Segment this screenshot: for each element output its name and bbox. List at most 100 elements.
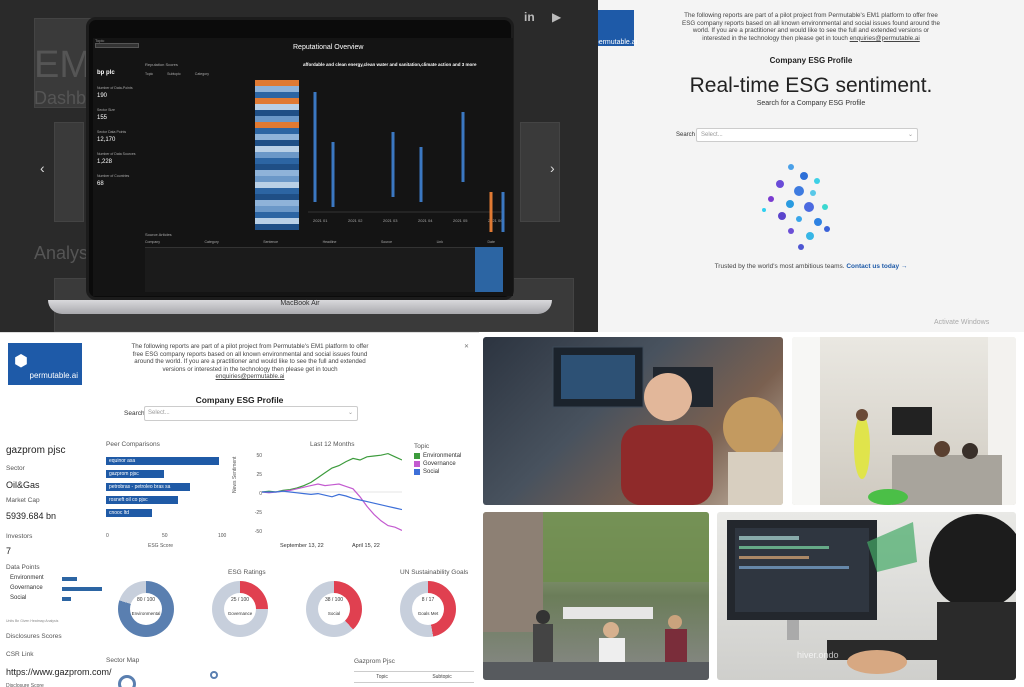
sentiment-dot <box>800 172 808 180</box>
laptop-model-label: MacBook Air <box>280 300 320 307</box>
contact-email-link[interactable]: enquiries@permutable.ai <box>849 34 920 42</box>
sources-table-body <box>145 247 475 292</box>
logo-text: permutable.ai <box>598 39 638 46</box>
laptop-base <box>48 300 552 314</box>
company-search-select[interactable]: Select... ⌄ <box>696 128 918 142</box>
month-tick-start: September 13, 22 <box>280 543 324 549</box>
sentiment-series-line <box>262 452 402 493</box>
heatmap-cell <box>255 86 299 92</box>
permutable-logo[interactable]: permutable.ai <box>598 10 638 46</box>
datapoints-chart: Environment Governance Social <box>6 575 106 607</box>
laptop-carousel: EM Dashb Analys in ▶ ‹ › Topic Reputatio… <box>0 0 598 332</box>
legend-swatch <box>414 469 420 475</box>
reputational-dashboard: Topic Reputational Overview affordable a… <box>93 38 513 296</box>
contact-us-link[interactable]: Contact us today → <box>846 263 908 270</box>
company-name: bp plc <box>97 70 115 76</box>
datapoints-label: Data Points <box>6 564 40 571</box>
topic-legend[interactable]: Environmental Governance Social <box>414 451 478 475</box>
esg-landing-page: permutable.ai The following reports are … <box>598 0 1024 332</box>
photo-courtyard <box>483 512 709 680</box>
youtube-icon[interactable]: ▶ <box>552 10 562 24</box>
heatmap-cell <box>255 110 299 116</box>
contact-email-link[interactable]: enquiries@permutable.ai <box>215 373 285 381</box>
topic-table-header-cell: Topic <box>145 72 154 76</box>
photo-watermark: hiver.ondo <box>797 650 839 660</box>
legend-item[interactable]: Governance <box>414 461 478 467</box>
carousel-prev-button[interactable]: ‹ <box>40 160 45 176</box>
topic-table-header-cell: Category <box>194 72 209 76</box>
reputation-scores-label: Reputation Scores <box>145 62 178 67</box>
rating-donut-center <box>412 593 444 625</box>
intro-text: The following reports are part of a pilo… <box>128 343 372 381</box>
rating-donut-center <box>224 593 256 625</box>
timeline-tick-label: 2021 06 <box>488 218 503 223</box>
sentiment-y-tick: 25 <box>256 472 262 478</box>
sector-map-legend-marker <box>210 671 218 679</box>
timeline-tick-label: 2021 02 <box>348 218 363 223</box>
stat-label: Number of Data-Points <box>97 86 133 90</box>
sources-header-cell: Date <box>487 240 495 244</box>
heatmap-cell <box>255 188 299 194</box>
sector-value: Oil&Gas <box>6 480 40 490</box>
sentiment-dot <box>762 208 766 212</box>
hero-tagline: Search for a Company ESG Profile <box>756 100 866 107</box>
heatmap-cell <box>255 80 299 86</box>
table-company-title: Gazprom Pjsc <box>354 658 395 665</box>
filter-dropdown[interactable] <box>95 43 139 48</box>
photo-developer <box>727 514 1016 680</box>
csr-link[interactable]: https://www.gazprom.com/ <box>6 667 112 677</box>
peer-bar: gazprom pjsc <box>106 470 164 478</box>
heatmap-cell <box>255 176 299 182</box>
office-photo-courtyard <box>483 512 709 680</box>
sources-scrollbar[interactable] <box>475 247 503 292</box>
company-profile-page: ⬢ permutable.ai ✕ The following reports … <box>0 332 479 687</box>
sentiment-dot <box>798 244 804 250</box>
legend-item[interactable]: Environmental <box>414 453 478 459</box>
stat-label: Number of Data Sources <box>97 152 136 156</box>
sources-header-cell: Headline <box>322 240 337 244</box>
legend-item[interactable]: Social <box>414 469 478 475</box>
peer-bar: petrobras - petroleo bras sa <box>106 483 190 491</box>
esg-ratings-title: ESG Ratings <box>228 569 266 576</box>
sentiment-y-tick: -50 <box>254 529 262 535</box>
sentiment-y-tick: -25 <box>254 510 262 516</box>
topic-table-header: Topic Subtopic Category <box>145 72 209 76</box>
sentiment-dot <box>778 212 786 220</box>
rating-donut: 80 / 100 Environmental <box>118 581 174 637</box>
datapoint-label: Environment <box>10 575 44 581</box>
sector-label: Sector <box>6 465 25 472</box>
linkedin-icon[interactable]: in <box>524 10 535 24</box>
company-search-select[interactable]: Select... ⌄ <box>144 406 358 421</box>
carousel-next-button[interactable]: › <box>550 160 555 176</box>
intro-paragraph: The following reports are part of a pilo… <box>131 343 369 373</box>
sector-map-donut <box>118 675 136 687</box>
rating-donut-name: Goals Met <box>417 611 439 616</box>
stat-value: 1,228 <box>97 159 113 165</box>
heatmap-cell <box>255 140 299 146</box>
heatmap-cell <box>255 116 299 122</box>
timeline-tick-label: 2021 01 <box>313 218 328 223</box>
chevron-down-icon: ⌄ <box>347 410 353 416</box>
stat-label: Number of Countries <box>97 174 130 178</box>
heatmap-cell <box>255 182 299 188</box>
heatmap-cell <box>255 128 299 134</box>
search-label: Search <box>124 410 145 417</box>
search-placeholder: Select... <box>701 132 723 138</box>
topics-table-header-cell: Subtopic <box>432 674 452 680</box>
sentiment-dot <box>788 164 794 170</box>
sources-table-header: Company Category Sentence Headline Source Lin… <box>145 240 495 244</box>
timeline-tick-label: 2021 05 <box>453 218 468 223</box>
peer-axis-label: ESG Score <box>148 543 174 549</box>
sentiment-axis-label: News Sentiment <box>232 456 238 493</box>
stat-value: 190 <box>97 93 108 99</box>
rating-donut-name: Environmental <box>131 611 161 616</box>
permutable-logo[interactable]: ⬢ permutable.ai <box>8 343 82 385</box>
topics-table-header-cell: Topic <box>376 674 388 680</box>
close-icon[interactable]: ✕ <box>464 344 470 350</box>
rating-donut-name: Social <box>327 611 341 616</box>
stat-value: 155 <box>97 115 108 121</box>
sentiment-dot <box>824 226 830 232</box>
un-goals-title: UN Sustainability Goals <box>400 569 469 576</box>
rating-donut-value: 8 / 17 <box>421 597 435 603</box>
sentiment-dot <box>796 216 802 222</box>
